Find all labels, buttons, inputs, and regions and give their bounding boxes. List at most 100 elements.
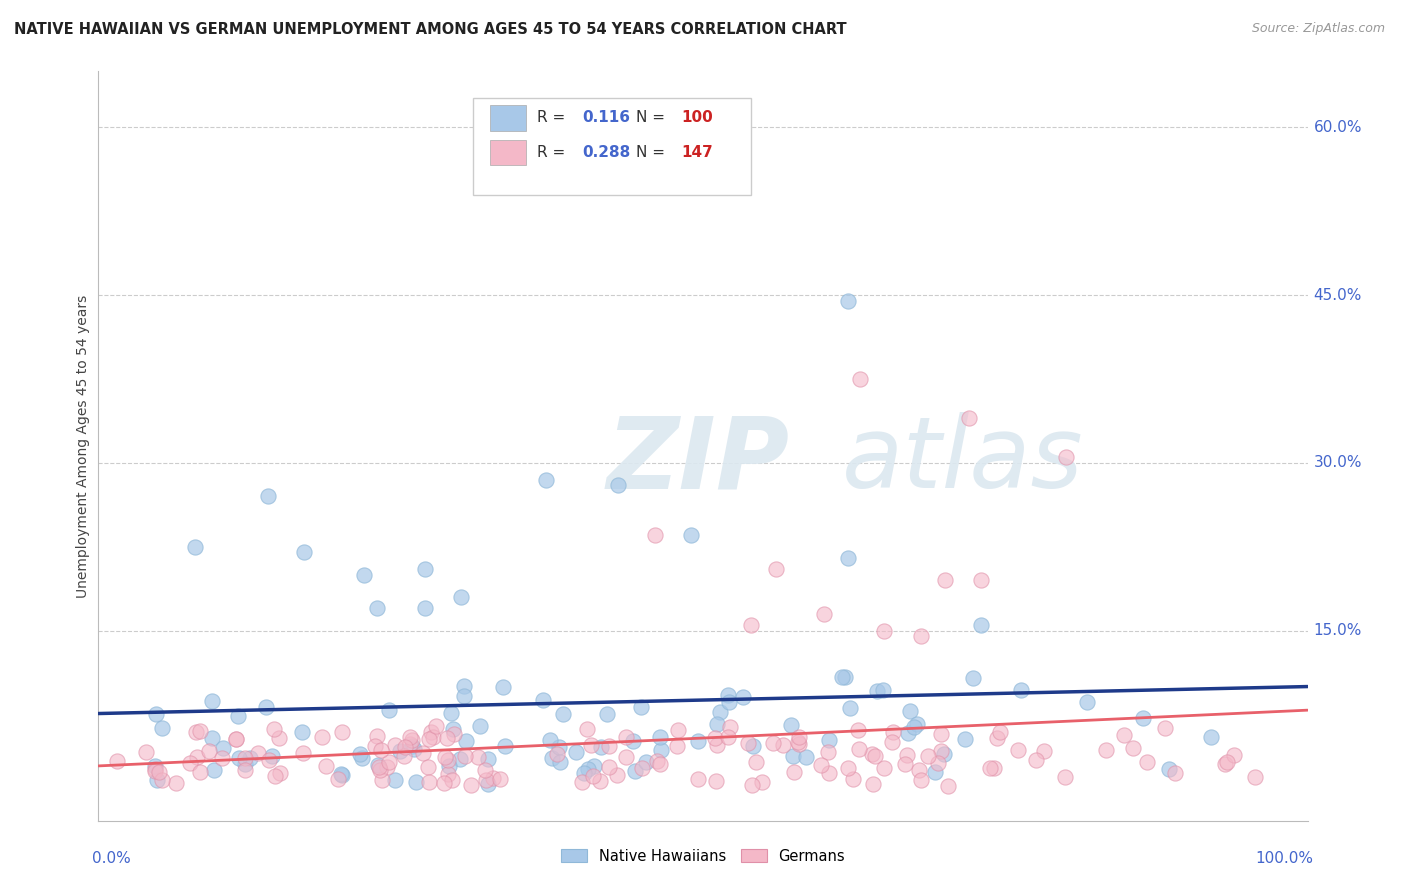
Point [988, 725, 1011, 739]
Point [896, 747, 918, 762]
Point [184, 725, 207, 739]
Point [733, 690, 755, 704]
Point [259, 753, 281, 767]
Point [186, 750, 208, 764]
Point [105, 754, 128, 768]
Point [378, 755, 401, 769]
Point [706, 738, 728, 752]
Point [1153, 721, 1175, 735]
Point [706, 717, 728, 731]
Point [330, 766, 353, 780]
Point [477, 776, 499, 790]
Point [1244, 770, 1267, 784]
Point [907, 764, 929, 778]
Point [371, 772, 394, 787]
Point [548, 739, 571, 754]
Point [903, 720, 925, 734]
Point [437, 767, 460, 781]
Point [979, 761, 1001, 775]
Point [564, 745, 586, 759]
Point [262, 748, 284, 763]
Point [311, 731, 333, 745]
Point [353, 567, 375, 582]
Point [443, 727, 465, 741]
Point [983, 761, 1005, 775]
Point [1025, 753, 1047, 767]
Point [1112, 728, 1135, 742]
Point [228, 751, 250, 765]
Point [254, 699, 277, 714]
Point [494, 739, 516, 753]
Point [986, 731, 1008, 746]
Point [582, 759, 605, 773]
Point [1199, 730, 1222, 744]
Point [246, 746, 269, 760]
Point [934, 747, 956, 761]
Point [188, 764, 211, 779]
Point [368, 764, 391, 778]
Point [962, 671, 984, 685]
Point [849, 372, 872, 386]
Point [582, 769, 605, 783]
Point [330, 725, 353, 739]
Point [269, 766, 291, 780]
Point [818, 765, 841, 780]
Point [787, 737, 810, 751]
Point [846, 723, 869, 737]
Point [404, 742, 426, 756]
Point [589, 739, 612, 754]
Text: 100: 100 [682, 111, 713, 125]
Point [614, 731, 637, 745]
Point [370, 743, 392, 757]
Text: 45.0%: 45.0% [1313, 287, 1362, 302]
Text: Source: ZipAtlas.com: Source: ZipAtlas.com [1251, 22, 1385, 36]
Point [648, 730, 671, 744]
Point [437, 753, 460, 767]
Point [225, 732, 247, 747]
Point [179, 756, 201, 770]
Point [540, 751, 562, 765]
Text: 0.116: 0.116 [582, 111, 630, 125]
Point [211, 740, 233, 755]
Point [211, 751, 233, 765]
Point [787, 731, 810, 745]
Point [679, 528, 702, 542]
Point [166, 775, 188, 789]
Point [957, 411, 980, 425]
Point [882, 724, 904, 739]
Text: NATIVE HAWAIIAN VS GERMAN UNEMPLOYMENT AMONG AGES 45 TO 54 YEARS CORRELATION CHA: NATIVE HAWAIIAN VS GERMAN UNEMPLOYMENT A… [14, 22, 846, 37]
Point [401, 739, 423, 753]
Point [1159, 762, 1181, 776]
Point [817, 745, 839, 759]
Text: atlas: atlas [842, 412, 1084, 509]
Point [818, 733, 841, 747]
Point [782, 749, 804, 764]
Point [456, 734, 478, 748]
Point [970, 618, 993, 632]
Point [631, 761, 654, 775]
Point [394, 739, 416, 754]
Point [650, 743, 672, 757]
Point [571, 775, 593, 789]
Point [291, 747, 314, 761]
Point [551, 707, 574, 722]
Point [1053, 770, 1076, 784]
Point [910, 629, 932, 643]
Point [425, 719, 447, 733]
Point [377, 759, 399, 773]
Point [1095, 743, 1118, 757]
Point [470, 719, 492, 733]
Point [686, 772, 709, 787]
Point [531, 693, 554, 707]
Point [482, 771, 505, 785]
Point [813, 607, 835, 621]
Point [897, 726, 920, 740]
Text: N =: N = [637, 111, 671, 125]
Point [745, 755, 768, 769]
Point [1122, 741, 1144, 756]
Point [644, 528, 666, 542]
Point [226, 708, 249, 723]
Point [398, 731, 420, 745]
Point [1215, 757, 1237, 772]
Point [860, 747, 883, 761]
